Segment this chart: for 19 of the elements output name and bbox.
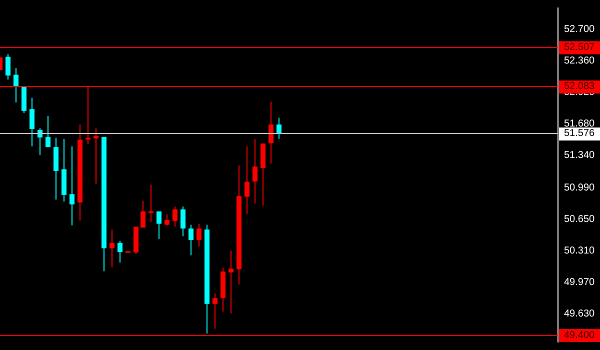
- ref-line-label: 49.400: [564, 330, 596, 341]
- candlestick: [94, 128, 98, 184]
- y-tick-label: 51.680: [564, 118, 596, 130]
- candlestick: [70, 146, 74, 226]
- candlestick: [148, 184, 154, 222]
- candlestick: [212, 293, 218, 329]
- y-tick-label: 50.990: [564, 182, 596, 194]
- y-tick-label: 49.970: [564, 276, 596, 288]
- y-tick-label: 51.340: [564, 150, 596, 162]
- candlestick: [110, 230, 114, 268]
- ref-line-label: 51.576: [564, 128, 596, 140]
- y-tick-label: 49.630: [564, 308, 596, 320]
- y-tick-label: 50.310: [564, 245, 596, 256]
- y-tick-label: 52.360: [564, 56, 596, 67]
- y-tick-label: 50.650: [564, 214, 596, 225]
- ref-line-label: 52.507: [564, 42, 596, 53]
- ref-line-label: 52.083: [564, 81, 596, 92]
- y-tick-label: 52.700: [564, 24, 596, 36]
- candlestick: [228, 250, 234, 314]
